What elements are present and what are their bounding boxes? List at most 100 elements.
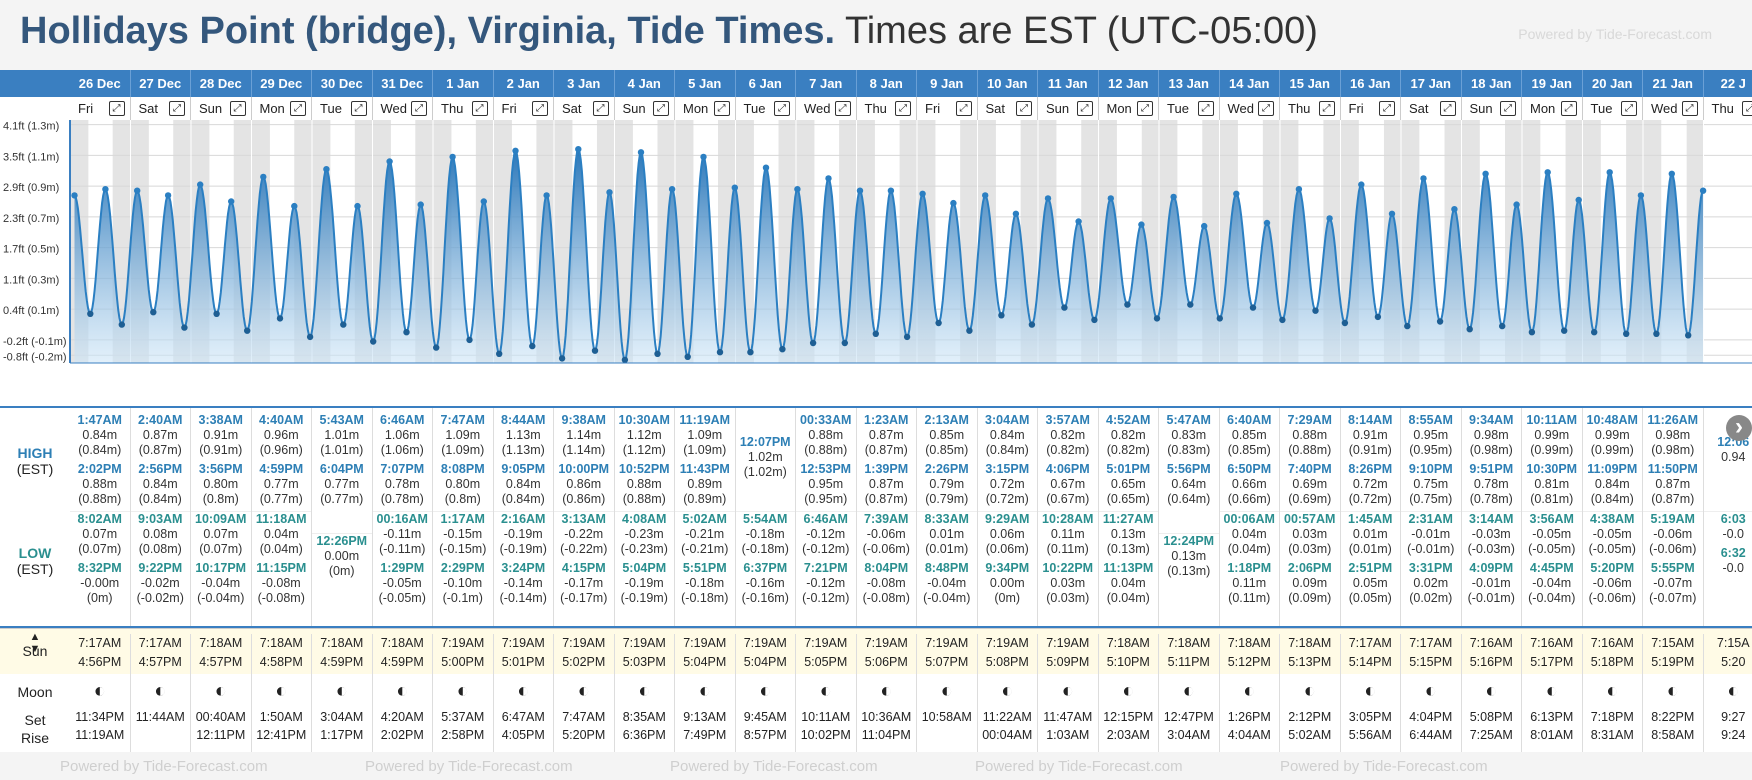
- high-tide-0: 6:40AM 0.85m (0.85m): [1220, 413, 1280, 458]
- low-tide-1: 4:45PM -0.04m (-0.04m): [1522, 561, 1582, 606]
- low-tide-0-time: 2:16AM: [501, 512, 546, 526]
- expand-icon[interactable]: ⤢: [1560, 101, 1577, 116]
- sun-cell-9: 7:19AM 5:03PM: [615, 634, 675, 674]
- low-tide-1-time: 8:48PM: [924, 561, 969, 575]
- y-tick-label: 0.4ft (0.1m): [3, 305, 59, 317]
- expand-icon[interactable]: ⤢: [290, 101, 306, 116]
- expand-icon[interactable]: ⤢: [169, 101, 185, 116]
- moonrise-time: 4:05PM: [501, 728, 545, 742]
- low-tide-0-value: -0.19m: [503, 527, 543, 541]
- expand-icon[interactable]: ⤢: [955, 101, 972, 116]
- moonset-time: 4:20AM: [380, 710, 424, 724]
- low-tide-0-time: 2:31AM: [1408, 512, 1453, 526]
- sunset-time: 4:58PM: [259, 655, 303, 669]
- expand-icon[interactable]: ⤢: [229, 101, 246, 116]
- sunrise-time: 7:18AM: [320, 636, 364, 650]
- moon-cell-3: ◐ 1:50AM 12:41PM: [252, 674, 312, 754]
- sunrise-time: 7:18AM: [1106, 636, 1150, 650]
- expand-icon[interactable]: ⤢: [1621, 101, 1637, 116]
- low-tide-1-time: 5:55PM: [1650, 561, 1695, 575]
- moon-phase-icon: ◐: [396, 680, 409, 702]
- title-place: Hollidays Point (bridge), Virginia, Tide…: [20, 10, 836, 52]
- expand-icon[interactable]: ⤢: [1742, 101, 1752, 116]
- moon-cell-16: ◐ 11:47AM 1:03AM: [1038, 674, 1099, 754]
- weekday-label: Tue: [743, 101, 766, 116]
- low-tide-point-21: [403, 329, 410, 336]
- expand-icon[interactable]: ⤢: [1500, 101, 1516, 116]
- expand-icon[interactable]: ⤢: [1318, 101, 1335, 116]
- moonset-time: 8:22PM: [1651, 710, 1695, 724]
- low-tide-0: 8:33AM 0.01m (0.01m): [917, 512, 977, 557]
- high-tide-point-84: [1388, 210, 1396, 217]
- high-tide-point-28: [512, 147, 519, 154]
- low-tide-0: 12:26PM 0.00m (0m): [312, 534, 372, 579]
- moon-cell-7: ◐ 6:47AM 4:05PM: [494, 674, 554, 754]
- y-tick-label: -0.2ft (-0.1m): [3, 336, 67, 348]
- expand-icon[interactable]: ⤢: [1076, 101, 1093, 116]
- low-tide-0-time: 3:56AM: [1529, 512, 1574, 526]
- high-tide-0-metric: (0.96m): [259, 443, 303, 457]
- high-tide-point-20: [386, 158, 393, 165]
- expand-icon[interactable]: ⤢: [1439, 101, 1456, 116]
- sunset-time: 5:20: [1721, 655, 1746, 669]
- date-header-1: 27 Dec: [131, 70, 191, 97]
- weekday-cell-12: Wed ⤢: [796, 97, 857, 120]
- scroll-right-button[interactable]: ›: [1726, 415, 1752, 441]
- title-timezone: Times are EST (UTC-05:00): [844, 10, 1318, 52]
- weekday-label: Mon: [1530, 101, 1556, 116]
- high-tide-1-time: 1:39PM: [864, 462, 909, 476]
- low-tide-0: 2:31AM -0.01m (-0.01m): [1401, 512, 1461, 557]
- low-tide-1-value: -0.12m: [806, 576, 846, 590]
- expand-icon[interactable]: ⤢: [411, 101, 427, 116]
- expand-icon[interactable]: ⤢: [1197, 101, 1214, 116]
- expand-icon[interactable]: ⤢: [532, 101, 548, 116]
- low-tide-1-metric: (-0.07m): [1649, 591, 1697, 605]
- expand-icon[interactable]: ⤢: [592, 101, 609, 116]
- expand-icon[interactable]: ⤢: [1137, 101, 1153, 116]
- high-tide-1: 11:43PM 0.89m (0.89m): [675, 462, 735, 507]
- expand-icon[interactable]: ⤢: [1258, 101, 1274, 116]
- expand-icon[interactable]: ⤢: [834, 101, 851, 116]
- high-tide-0-value: 1.14m: [566, 428, 602, 442]
- low-tide-point-81: [1341, 319, 1349, 327]
- expand-icon[interactable]: ⤢: [108, 101, 125, 116]
- expand-icon[interactable]: ⤢: [713, 101, 730, 116]
- low-cell: 00:16AM -0.11m (-0.11m) 1:29PM -0.05m (-0.05m…: [372, 511, 432, 610]
- low-tide-0: 1:17AM -0.15m (-0.15m): [433, 512, 493, 557]
- sun-cell-3: 7:18AM 4:58PM: [252, 634, 312, 674]
- low-tide-0: 12:24PM 0.13m (0.13m): [1159, 534, 1219, 579]
- low-tide-1-value: -0.04m: [1532, 576, 1572, 590]
- high-cell: 10:11AM 0.99m (0.99m) 10:30PM 0.81m (0.81m): [1522, 413, 1582, 511]
- expand-icon[interactable]: ⤢: [471, 101, 488, 116]
- low-tide-1-value: -0.01m: [1471, 576, 1511, 590]
- high-tide-1-metric: (0.67m): [1046, 492, 1090, 506]
- expand-icon[interactable]: ⤢: [1016, 101, 1032, 116]
- low-tide-1-value: 0.00m: [989, 576, 1025, 590]
- expand-icon[interactable]: ⤢: [1681, 101, 1698, 116]
- high-tide-0: 4:40AM 0.96m (0.96m): [252, 413, 312, 458]
- high-tide-0-metric: (1.02m): [743, 465, 787, 479]
- high-tide-0-metric: (0.83m): [1167, 443, 1211, 457]
- high-tide-1: 8:26PM 0.72m (0.72m): [1341, 462, 1401, 507]
- date-header-13: 8 Jan: [857, 70, 917, 97]
- expand-icon[interactable]: ⤢: [1379, 101, 1395, 116]
- low-tide-1-time: 7:21PM: [803, 561, 848, 575]
- high-cell: 6:40AM 0.85m (0.85m) 6:50PM 0.66m (0.66m): [1220, 413, 1280, 511]
- expand-icon[interactable]: ⤢: [895, 101, 911, 116]
- high-tide-1-metric: (0.78m): [380, 492, 424, 506]
- high-tide-point-6: [164, 192, 172, 199]
- high-tide-1-value: 0.84m: [142, 477, 178, 491]
- low-tide-0-time: 5:19AM: [1650, 512, 1695, 526]
- expand-icon[interactable]: ⤢: [350, 101, 367, 116]
- expand-icon[interactable]: ⤢: [774, 101, 790, 116]
- high-tide-0-value: 0.87m: [142, 428, 178, 442]
- high-tide-1-value: 0.64m: [1171, 477, 1207, 491]
- high-tide-point-62: [1044, 195, 1052, 202]
- low-cell: 4:38AM -0.05m (-0.05m) 5:20PM -0.06m (-0.06m): [1582, 511, 1642, 610]
- low-tide-point-61: [1028, 321, 1036, 328]
- high-tide-1: 7:07PM 0.78m (0.78m): [373, 462, 433, 507]
- expand-icon[interactable]: ⤢: [653, 101, 669, 116]
- moonset-time: 1:50AM: [259, 710, 303, 724]
- page-title: Hollidays Point (bridge), Virginia, Tide…: [20, 10, 1318, 53]
- sunset-time: 5:03PM: [622, 655, 666, 669]
